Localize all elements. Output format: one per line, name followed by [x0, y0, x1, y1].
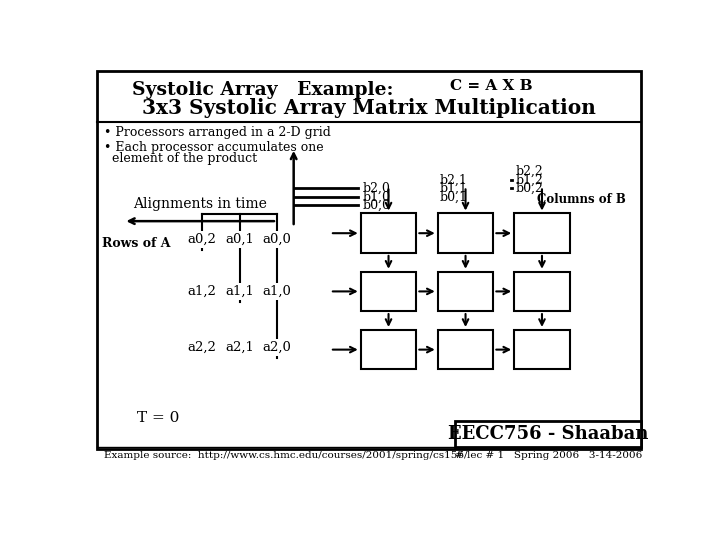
- Text: b1,2: b1,2: [516, 173, 544, 186]
- Text: b0,0: b0,0: [362, 199, 390, 212]
- Text: b2,0: b2,0: [362, 182, 390, 195]
- Text: 3x3 Systolic Array Matrix Multiplication: 3x3 Systolic Array Matrix Multiplication: [142, 98, 596, 118]
- Text: # lec # 1   Spring 2006   3-14-2006: # lec # 1 Spring 2006 3-14-2006: [455, 451, 642, 460]
- Text: a2,1: a2,1: [225, 341, 254, 354]
- Text: Alignments in time: Alignments in time: [133, 197, 267, 211]
- Text: b1,0: b1,0: [362, 191, 390, 204]
- Text: element of the product: element of the product: [104, 152, 257, 165]
- Text: Systolic Array   Example:: Systolic Array Example:: [132, 81, 393, 99]
- Text: EECC756 - Shaaban: EECC756 - Shaaban: [449, 424, 649, 443]
- Text: a2,0: a2,0: [263, 341, 292, 354]
- Bar: [361, 213, 416, 253]
- Text: Rows of A: Rows of A: [102, 237, 171, 250]
- Text: b0,2: b0,2: [516, 182, 544, 195]
- Text: Columns of B: Columns of B: [537, 193, 626, 206]
- Text: b0,1: b0,1: [439, 191, 467, 204]
- Text: a1,0: a1,0: [263, 285, 292, 298]
- Text: C = A X B: C = A X B: [451, 79, 533, 93]
- Text: • Each processor accumulates one: • Each processor accumulates one: [104, 141, 323, 154]
- Bar: [438, 213, 493, 253]
- Bar: [514, 330, 570, 369]
- Bar: [514, 272, 570, 311]
- Text: • Processors arranged in a 2-D grid: • Processors arranged in a 2-D grid: [104, 126, 330, 139]
- Text: Example source:  http://www.cs.hmc.edu/courses/2001/spring/cs156/: Example source: http://www.cs.hmc.edu/co…: [104, 451, 467, 460]
- Text: a0,2: a0,2: [187, 233, 216, 246]
- Bar: [514, 213, 570, 253]
- Text: b1,1: b1,1: [439, 182, 467, 195]
- Text: a1,1: a1,1: [225, 285, 254, 298]
- Text: T = 0: T = 0: [138, 411, 180, 425]
- Bar: [456, 421, 642, 447]
- Text: a1,2: a1,2: [187, 285, 216, 298]
- Bar: [438, 272, 493, 311]
- Bar: [361, 272, 416, 311]
- Text: b2,1: b2,1: [439, 173, 467, 186]
- Text: a0,0: a0,0: [263, 233, 292, 246]
- Bar: [438, 330, 493, 369]
- Bar: [361, 330, 416, 369]
- Text: b2,2: b2,2: [516, 165, 544, 178]
- Text: a2,2: a2,2: [187, 341, 216, 354]
- Text: a0,1: a0,1: [225, 233, 254, 246]
